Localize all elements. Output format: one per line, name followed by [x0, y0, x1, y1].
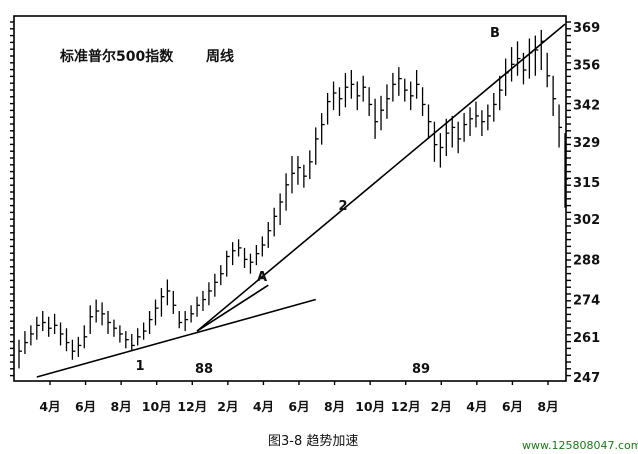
plot-frame: [13, 15, 567, 382]
x-tick-label: 8月: [111, 399, 132, 414]
x-tick-label: 6月: [502, 399, 523, 414]
year-label: 88: [195, 362, 213, 377]
x-tick-label: 6月: [75, 399, 96, 414]
trendline-1-label: 1: [135, 359, 144, 374]
y-tick-label: 302: [573, 213, 600, 228]
trend-line: [196, 284, 269, 332]
y-tick-label: 369: [573, 21, 600, 36]
x-tick-label: 8月: [537, 399, 558, 414]
y-tick-label: 315: [573, 176, 600, 191]
x-tick-label: 4月: [466, 399, 487, 414]
x-tick-label: 10月: [142, 399, 172, 414]
point-b-label: B: [490, 26, 500, 41]
trend-line: [36, 298, 316, 378]
y-tick-label: 342: [573, 98, 600, 113]
x-tick-label: 4月: [39, 399, 60, 414]
y-tick-label: 288: [573, 253, 600, 268]
chart-caption: 图3-8 趋势加速: [268, 433, 358, 449]
y-tick-label: 261: [573, 331, 600, 346]
y-tick-label: 274: [573, 294, 600, 309]
trend-line: [196, 23, 566, 332]
y-tick-label: 329: [573, 136, 600, 151]
x-tick-label: 2月: [431, 399, 452, 414]
x-tick-label: 8月: [324, 399, 345, 414]
x-tick-label: 10月: [355, 399, 385, 414]
trendline-2-label: 2: [338, 199, 347, 214]
y-tick-label: 247: [573, 371, 600, 386]
x-tick-label: 4月: [253, 399, 274, 414]
y-tick-label: 356: [573, 58, 600, 73]
point-a-label: A: [257, 270, 267, 285]
source-watermark: www.125808047.com: [522, 439, 638, 452]
chart-subtitle: 周线: [206, 48, 234, 65]
x-tick-label: 12月: [177, 399, 207, 414]
chart-title: 标准普尔500指数: [59, 48, 174, 65]
year-label: 89: [412, 362, 430, 377]
x-tick-label: 6月: [288, 399, 309, 414]
x-tick-label: 2月: [217, 399, 238, 414]
x-tick-label: 12月: [391, 399, 421, 414]
